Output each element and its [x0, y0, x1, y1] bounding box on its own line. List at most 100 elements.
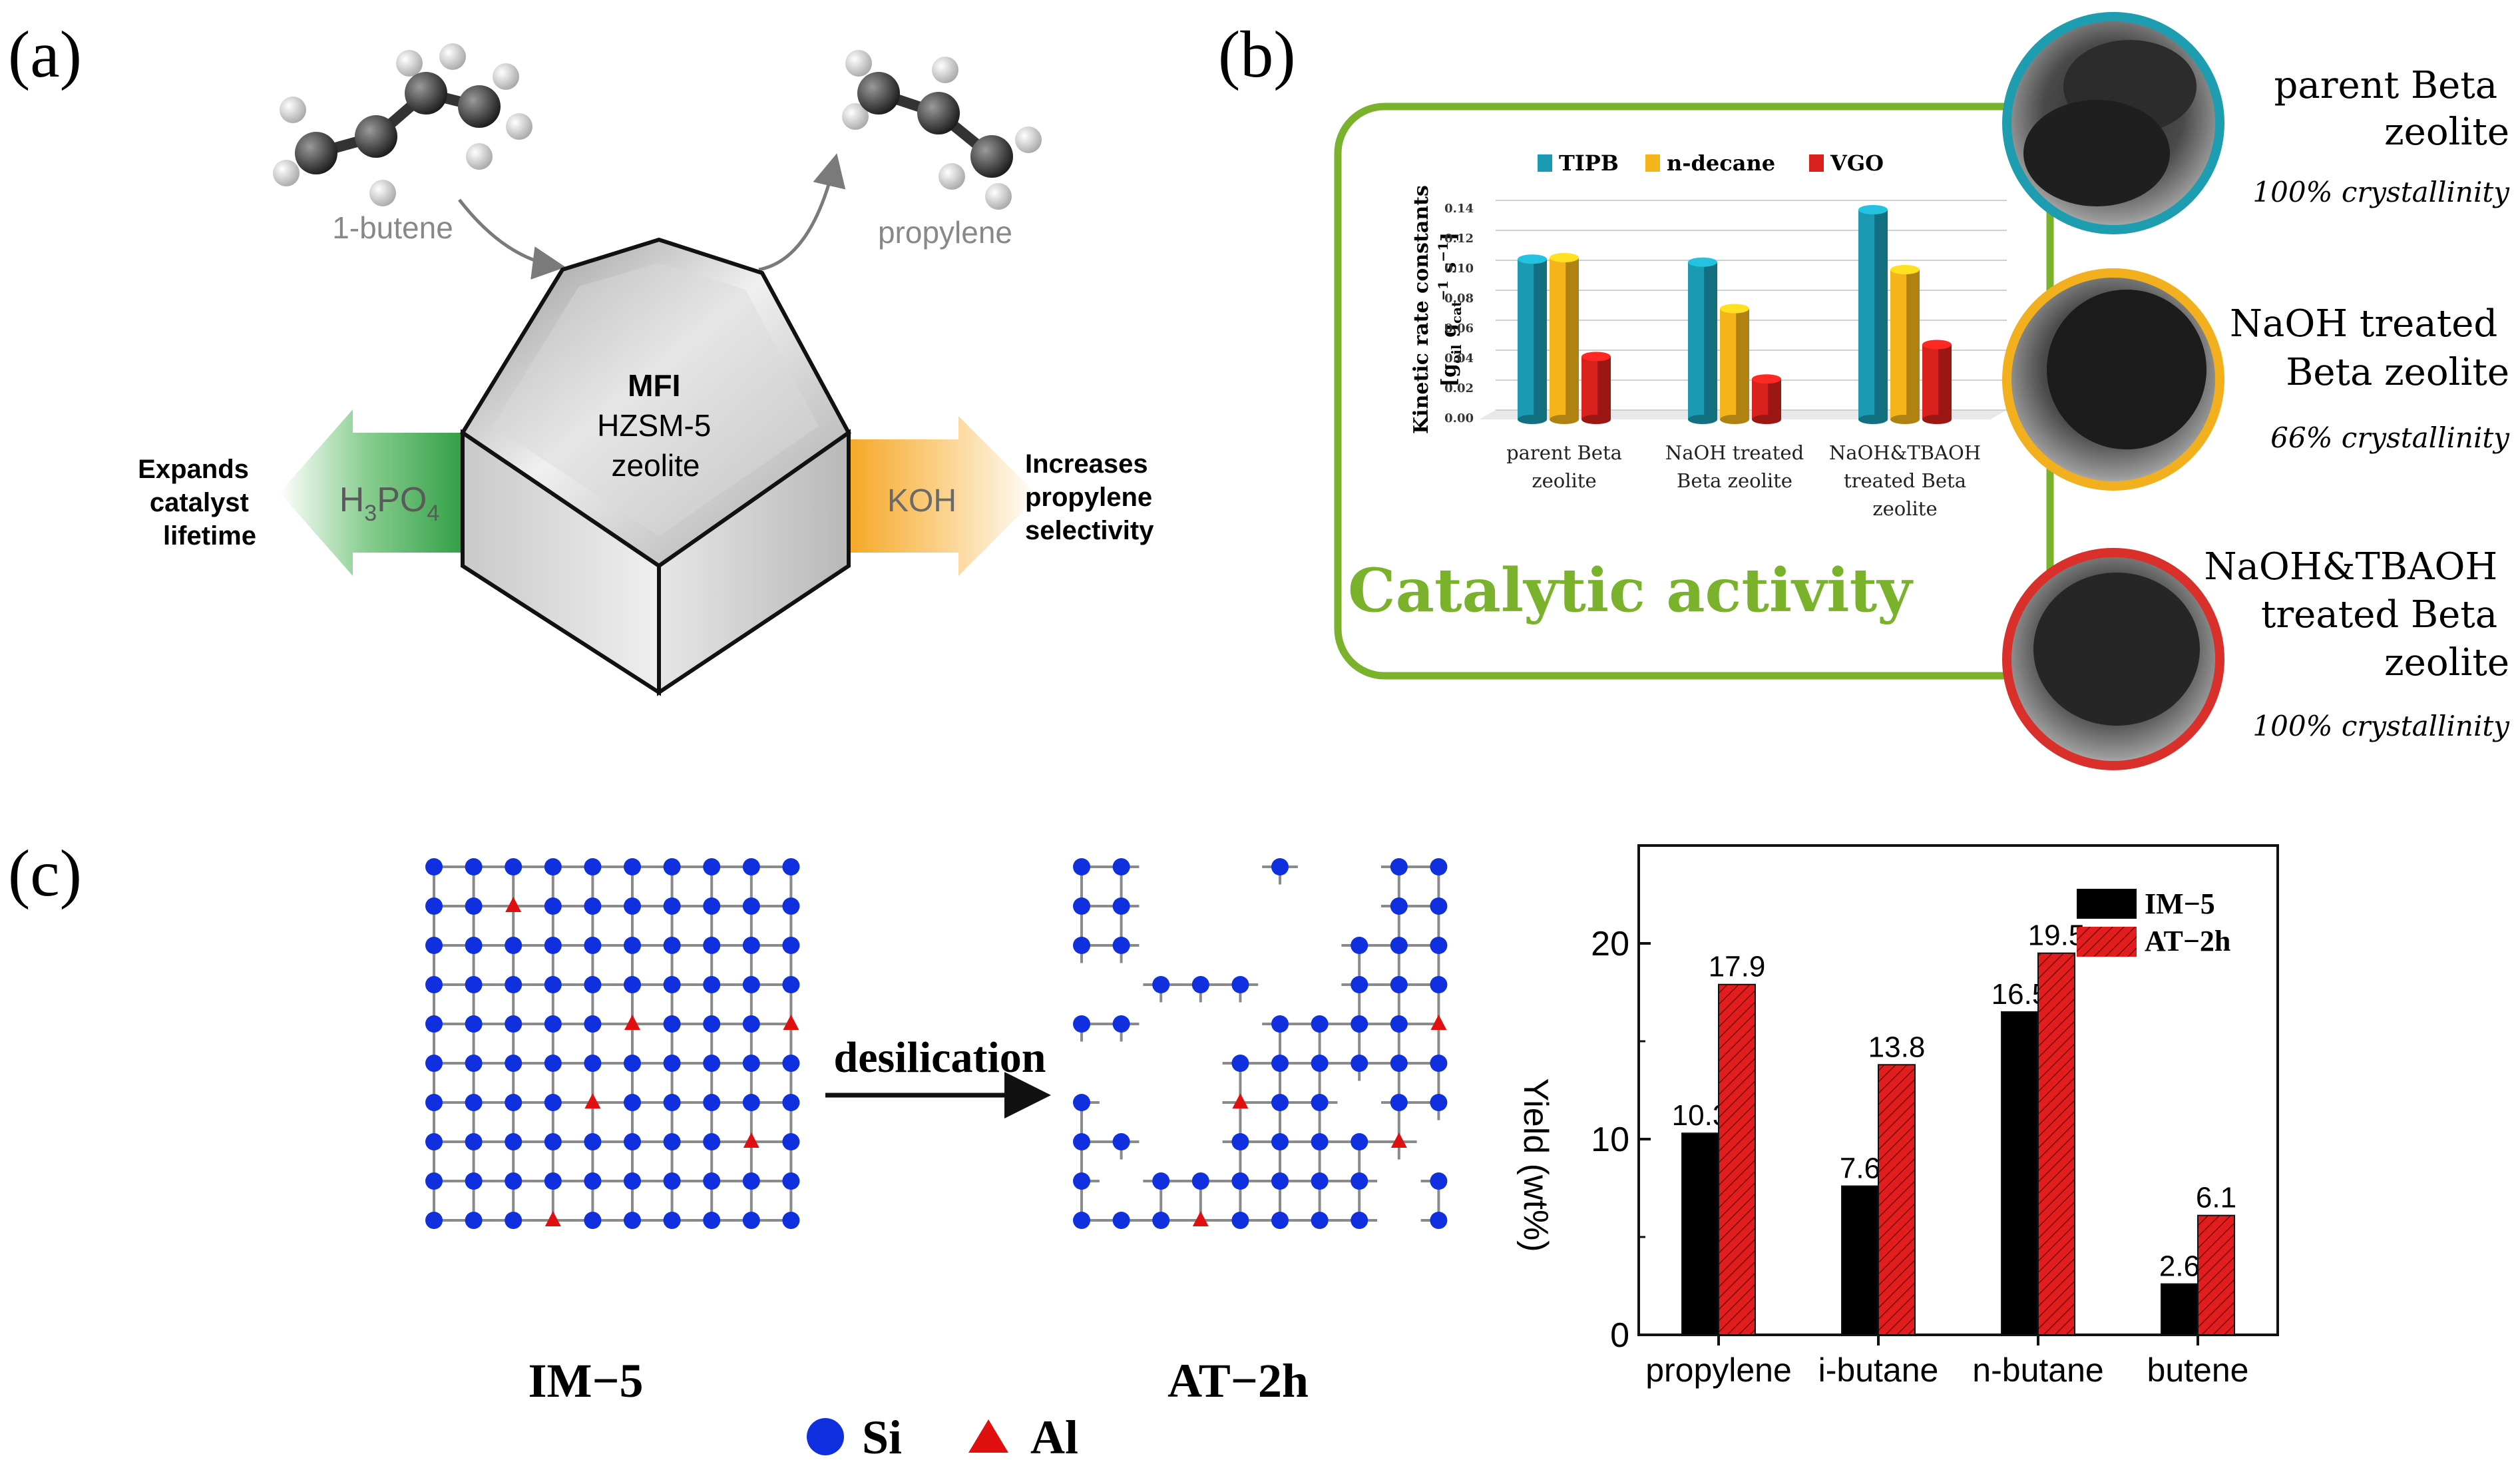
si-atom [1271, 1133, 1289, 1150]
chart-c-bar-1-1 [1878, 1064, 1916, 1336]
chart-b-bar-cap [1922, 340, 1952, 350]
si-atom [1112, 1133, 1130, 1150]
si-atom [1430, 937, 1448, 954]
si-atom [1430, 1212, 1448, 1229]
si-atom [782, 1212, 800, 1229]
si-atom [703, 937, 721, 954]
si-atom [425, 1212, 443, 1229]
si-atom [1351, 1212, 1368, 1229]
si-atom [544, 937, 562, 954]
si-atom [1073, 937, 1090, 954]
si-atom [1152, 1172, 1170, 1190]
chart-b-ytick: 0.06 [1444, 322, 1474, 336]
si-atom [624, 937, 641, 954]
si-atom [624, 1094, 641, 1111]
chart-c-frame [1637, 844, 2279, 1336]
legend-swatch-vgo [1809, 154, 1824, 172]
chart-b-legend: TIPB n-decane VGO [1538, 150, 1884, 176]
si-atom [425, 858, 443, 875]
al-atom [624, 1015, 640, 1030]
si-atom [1231, 1133, 1249, 1150]
si-atom [624, 976, 641, 993]
si-atom [742, 1172, 760, 1190]
si-atom [465, 858, 483, 875]
chart-b-bar-cap [1581, 352, 1611, 362]
si-atom [1311, 1172, 1329, 1190]
si-atom [1152, 976, 1170, 993]
chart-c-bar-1-0 [1841, 1185, 1879, 1336]
tem-image-2 [2002, 268, 2224, 491]
chart-b-bar-shade [1874, 210, 1888, 419]
si-atom [703, 1172, 721, 1190]
si-atom [624, 1212, 641, 1229]
si-atom [624, 1133, 641, 1150]
chart-b-ytick: 0.00 [1444, 411, 1474, 425]
si-atom [505, 1094, 523, 1111]
si-atom [584, 937, 602, 954]
si-atom [584, 1133, 602, 1150]
si-atom [544, 1015, 562, 1033]
si-atom [1430, 1172, 1448, 1190]
panel-a: 1-butene propylene H3PO4 Expands catalys… [138, 43, 1154, 696]
sample-crystallinity-1: 100% crystallinity [2252, 176, 2510, 208]
si-atom [584, 1055, 602, 1072]
si-atom [703, 1094, 721, 1111]
si-atom [425, 1055, 443, 1072]
si-atom [703, 1212, 721, 1229]
chart-b-ytick: 0.14 [1444, 202, 1474, 216]
panel-label-b: (b) [1218, 17, 1296, 91]
si-atom [1073, 1133, 1090, 1150]
si-atom [663, 937, 681, 954]
chart-b-bar-shade [1768, 379, 1781, 419]
si-atom [663, 1133, 681, 1150]
al-atom [1430, 1015, 1447, 1030]
chart-b-bar-base [1890, 415, 1920, 424]
out-arrow-icon [758, 153, 846, 272]
chart-c-xtick: propylene [1645, 1351, 1792, 1389]
tem-image-1 [2002, 12, 2224, 234]
chart-b-bar-shade [1597, 356, 1611, 419]
chart-c-ytick: 10 [1591, 1120, 1629, 1159]
si-atom [1390, 937, 1408, 954]
chart-c-bar-0-0 [1681, 1132, 1719, 1336]
si-atom [663, 1212, 681, 1229]
al-atom [743, 1132, 759, 1148]
chart-c-data-label: 2.6 [2159, 1250, 2200, 1283]
chart-b-bar-cap [1858, 205, 1888, 214]
si-atom [1191, 1172, 1209, 1190]
si-atom [703, 1015, 721, 1033]
chart-b-bar-cap [1890, 265, 1920, 274]
chart-c-ytick: 0 [1610, 1316, 1629, 1355]
al-atom [544, 1211, 561, 1226]
h3po4-arrow: H3PO4 [280, 409, 466, 576]
chart-c-ylabel: Yield (wt%) [1516, 1078, 1555, 1252]
si-atom [742, 1055, 760, 1072]
chart-b-ylabel: Kinetic rate constants [goil gcat−1 s−1] [1410, 185, 1464, 434]
al-legend-icon [968, 1419, 1008, 1453]
si-atom [742, 1212, 760, 1229]
tem-image-3 [2002, 548, 2224, 770]
si-atom [1271, 858, 1289, 875]
chart-c-bar-2-0 [2001, 1011, 2039, 1336]
si-atom [425, 1094, 443, 1111]
al-legend-label: Al [1030, 1411, 1078, 1464]
si-atom [1271, 1094, 1289, 1111]
si-atom [425, 1133, 443, 1150]
chart-b-bar-base [1518, 415, 1547, 424]
chart-b-ytick: 0.04 [1444, 352, 1474, 366]
chart-b-ytick: 0.08 [1444, 292, 1474, 306]
si-atom [1311, 1055, 1329, 1072]
si-atom [505, 1212, 523, 1229]
al-atom [584, 1093, 601, 1108]
im5-label: IM−5 [528, 1354, 643, 1407]
si-atom [1311, 1212, 1329, 1229]
si-atom [425, 897, 443, 915]
si-atom [1390, 1015, 1408, 1033]
si-atom [1351, 1055, 1368, 1072]
chart-c-bar-3-1 [2197, 1214, 2235, 1336]
si-atom [465, 1133, 483, 1150]
si-atom [1311, 1133, 1329, 1150]
si-atom [1112, 1212, 1130, 1229]
chart-c-xtick: butene [2147, 1351, 2249, 1389]
chart-b-xtick: NaOH treated Beta zeolite [1665, 441, 1804, 492]
